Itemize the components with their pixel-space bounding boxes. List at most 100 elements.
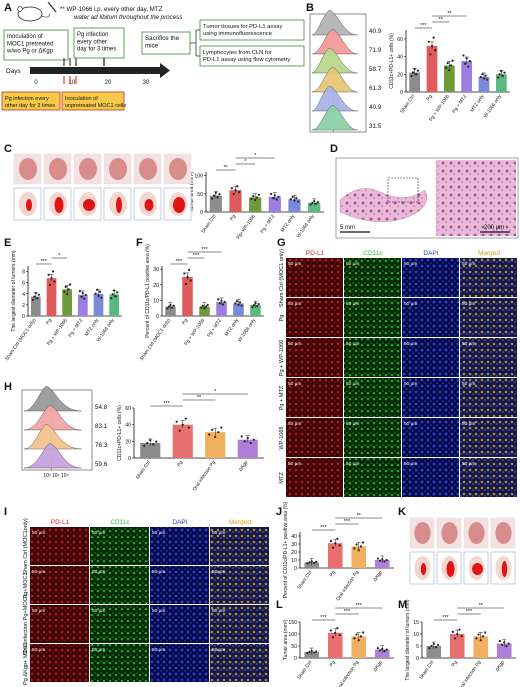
panel-f-chart-point-4-2: [237, 303, 240, 306]
panel-h-chart-sig-0: ***: [163, 401, 170, 407]
panel-b-chart-point-5-3: [501, 74, 505, 77]
panel-letter-h: H: [4, 381, 12, 393]
panel-k-tumors-lesion-1: [446, 561, 455, 577]
panel-m-chart-category-0: Sham Ctrl: [418, 660, 435, 681]
panel-g-grid-image-r5-c3: [460, 458, 517, 497]
panel-j-chart-point-1-0: [329, 539, 332, 543]
panel-j-chart-tick-label-30: 30: [291, 542, 297, 548]
panel-l-chart-point-2-0: [353, 637, 356, 640]
panel-m-chart-sig-1: ***: [466, 609, 473, 615]
panel-c-tumors-tumor-4: [139, 158, 157, 180]
panel-h-chart-point-1-3: [184, 417, 187, 420]
panel-e-chart-point-3-1: [80, 295, 83, 298]
panel-i-grid-scale-r1-c3: 50 μm: [212, 569, 225, 575]
panel-i-grid-scale-r0-c1: 50 μm: [92, 530, 105, 536]
panel-b-chart-point-0-0: [410, 74, 413, 78]
panel-m-chart-point-0-1: [430, 644, 433, 648]
panel-i-grid-header-3: Merged: [229, 519, 251, 526]
panel-e-chart-point-5-2: [113, 289, 116, 292]
panel-b-chart-bar-2: [443, 65, 455, 92]
panel-j-chart-tick-label-20: 20: [291, 550, 297, 556]
panel-e-chart-point-4-2: [97, 294, 100, 297]
panel-f-chart-point-0-2: [169, 303, 172, 307]
panel-g-grid-scale-r1-c0: 50 μm: [288, 301, 301, 307]
panel-g-grid-row-label-5: MTZ: [279, 472, 285, 484]
panel-b-chart-bar-3: [461, 61, 473, 92]
panel-b-chart-point-5-4: [503, 71, 506, 74]
panel-j-chart-tick-label-40: 40: [291, 534, 297, 540]
panel-i-grid-image-r1-c2: [150, 566, 209, 604]
panel-b-chart-point-1-3: [432, 36, 435, 39]
panel-h-histograms-frame: [21, 389, 93, 471]
panel-e-chart-category-1: Pg: [45, 317, 53, 326]
panel-h-histograms: 54.8 83.1 76.3 59.6: [21, 386, 108, 471]
panel-c-chart-point-1-2: [234, 189, 237, 192]
mouse-ear-icon: [17, 6, 23, 12]
panel-letter-b: B: [306, 2, 314, 14]
panel-c-chart-point-4-4: [297, 200, 300, 203]
panel-h-chart-point-2-2: [214, 435, 217, 438]
panel-h-chart-category-3: ΔKgp: [238, 459, 250, 472]
panel-h-chart-point-2-1: [211, 428, 214, 431]
panel-j-chart-point-3-1: [378, 559, 382, 562]
panel-f-chart-tick-label-0: 0: [156, 314, 159, 320]
panel-c-chart-category-2: Pg+WP-1066: [235, 213, 257, 240]
panel-j-chart-point-3-0: [376, 557, 379, 560]
panel-d-scale-label-1: 5 mm: [340, 225, 355, 231]
panel-k-tumors-tumor-1: [441, 522, 458, 544]
panel-l-chart-point-0-3: [312, 651, 316, 654]
panel-f-chart-point-1-0: [183, 272, 186, 275]
panel-c-chart-point-5-3: [314, 202, 318, 205]
panel-i-grid-row-label-2: Oral infection Pg+MOC1: [23, 594, 29, 655]
panel-b-histograms-peak-4: [311, 86, 358, 112]
panel-letter-a: A: [4, 2, 12, 14]
panel-g-grid-scale-r2-c0: 50 μm: [288, 341, 301, 347]
panel-e-chart-point-3-2: [81, 291, 84, 295]
panel-e-chart-point-1-3: [51, 270, 55, 273]
panel-f-chart-sig-1: ***: [193, 253, 200, 259]
panel-m-chart-point-0-2: [432, 642, 435, 645]
panel-h-chart-point-1-1: [178, 429, 181, 432]
panel-c-chart-bar-1: [229, 190, 242, 212]
panel-m-chart-point-2-4: [484, 631, 487, 634]
timeline-bar: [30, 67, 160, 74]
panel-letter-c: C: [4, 143, 12, 155]
panel-i-grid-header-1: CD11c: [110, 519, 130, 526]
panel-c-chart-point-1-1: [232, 193, 235, 196]
panel-m-chart-point-3-3: [505, 645, 508, 648]
panel-b-chart-sig-2: **: [447, 11, 452, 17]
panel-e-chart-sig-1: *: [58, 253, 61, 259]
panel-b-chart-point-2-4: [451, 59, 454, 62]
panel-g-grid-image-r1-c1: [344, 298, 401, 337]
panel-g-grid-scale-r0-c2: 50 μm: [404, 261, 417, 267]
panel-c-chart-point-3-3: [275, 198, 278, 201]
panel-h-chart-category-1: Pg: [176, 459, 184, 468]
panel-c-chart-category-5: W-1066 only: [295, 213, 316, 239]
panel-b-chart-ylabel: CD11c+PD-L1+ cells (%): [389, 33, 395, 89]
panel-b-chart-point-2-0: [445, 66, 448, 69]
panel-b-chart-sig-0: ***: [420, 23, 427, 29]
panel-f-chart-point-0-4: [172, 304, 175, 307]
panel-e-chart-point-5-0: [110, 297, 113, 300]
panel-i-grid-row-label-1: Pg+MOC1: [23, 572, 29, 598]
panel-c-chart-sig-0: **: [224, 165, 229, 171]
panel-m-chart-point-2-2: [479, 639, 482, 642]
panel-f-chart-point-4-3: [238, 301, 242, 304]
panel-c-chart-tick-label-0: 0: [200, 210, 203, 216]
panel-f-chart-category-3: Pg + MTZ: [206, 318, 223, 339]
panel-c-tumors-tumor-0: [19, 158, 37, 180]
panel-b-chart-point-5-1: [498, 73, 501, 76]
panel-c-chart-bar-5: [308, 202, 321, 212]
panel-g-grid-image-r2-c1: [344, 338, 401, 377]
panel-c-tumors-lesion-1: [54, 197, 64, 213]
panel-g-grid-image-r5-c1: [344, 458, 401, 497]
panel-h-chart-point-3-0: [240, 435, 243, 438]
panel-b-chart-point-0-1: [411, 71, 415, 74]
panel-l-chart-category-2: Oral infection Pg: [335, 659, 360, 687]
panel-h-chart-bar-1: [172, 424, 193, 458]
panel-f-chart-point-1-1: [184, 282, 188, 286]
panel-f-chart-tick-label-30: 30: [153, 267, 159, 273]
panel-e-chart-bar-4: [93, 293, 104, 316]
panel-c-chart-point-0-0: [211, 197, 214, 200]
